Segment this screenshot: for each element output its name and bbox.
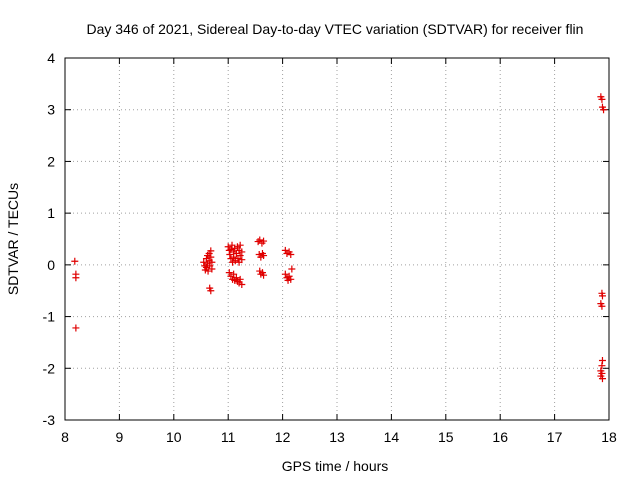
x-tick-label: 15 [438,429,454,445]
y-tick-label: 3 [47,102,55,118]
points-layer [71,93,608,383]
data-point [72,324,80,332]
data-point [598,375,606,383]
data-point [238,248,246,256]
x-tick-label: 9 [116,429,124,445]
data-point [287,275,295,283]
data-point [225,269,233,277]
y-tick-label: 1 [47,205,55,221]
data-point [202,263,210,271]
data-point [236,241,244,249]
data-point [598,95,606,103]
x-tick-label: 13 [329,429,345,445]
data-point [236,252,244,260]
data-point [236,275,244,283]
grid-layer [65,58,609,420]
data-point [71,257,79,265]
x-tick-label: 17 [547,429,563,445]
y-tick-label: 4 [47,50,55,66]
y-tick-label: -1 [43,309,56,325]
data-point [207,253,215,261]
data-point [238,281,246,289]
data-point [260,237,268,245]
x-tick-label: 10 [166,429,182,445]
data-point [208,258,216,266]
data-point [285,272,293,280]
data-point [600,106,608,114]
data-point [208,265,216,273]
y-tick-label: 0 [47,257,55,273]
x-axis-label: GPS time / hours [282,458,389,474]
x-tick-label: 12 [275,429,291,445]
data-point [207,287,215,295]
data-point [226,251,234,259]
data-point [200,258,208,266]
x-tick-label: 14 [384,429,400,445]
data-point [281,246,289,254]
data-point [260,252,268,260]
data-point [598,362,606,370]
y-axis-label: SDTVAR / TECUs [5,183,21,295]
y-tick-label: -3 [43,412,56,428]
x-tick-label: 18 [601,429,617,445]
data-point [204,267,212,275]
data-point [238,256,246,264]
data-point [598,292,606,300]
data-point [230,270,238,278]
y-tick-label: -2 [43,360,56,376]
x-tick-label: 8 [61,429,69,445]
x-tick-label: 11 [221,429,236,445]
data-point [232,274,240,282]
data-point [288,265,296,273]
data-point [598,302,606,310]
data-point [260,271,268,279]
data-point [207,247,215,255]
data-point [230,253,238,261]
data-point [72,274,80,282]
x-tick-label: 16 [492,429,508,445]
y-tick-label: 2 [47,153,55,169]
chart-title: Day 346 of 2021, Sidereal Day-to-day VTE… [87,21,584,37]
data-point [281,270,289,278]
data-point [287,251,295,259]
